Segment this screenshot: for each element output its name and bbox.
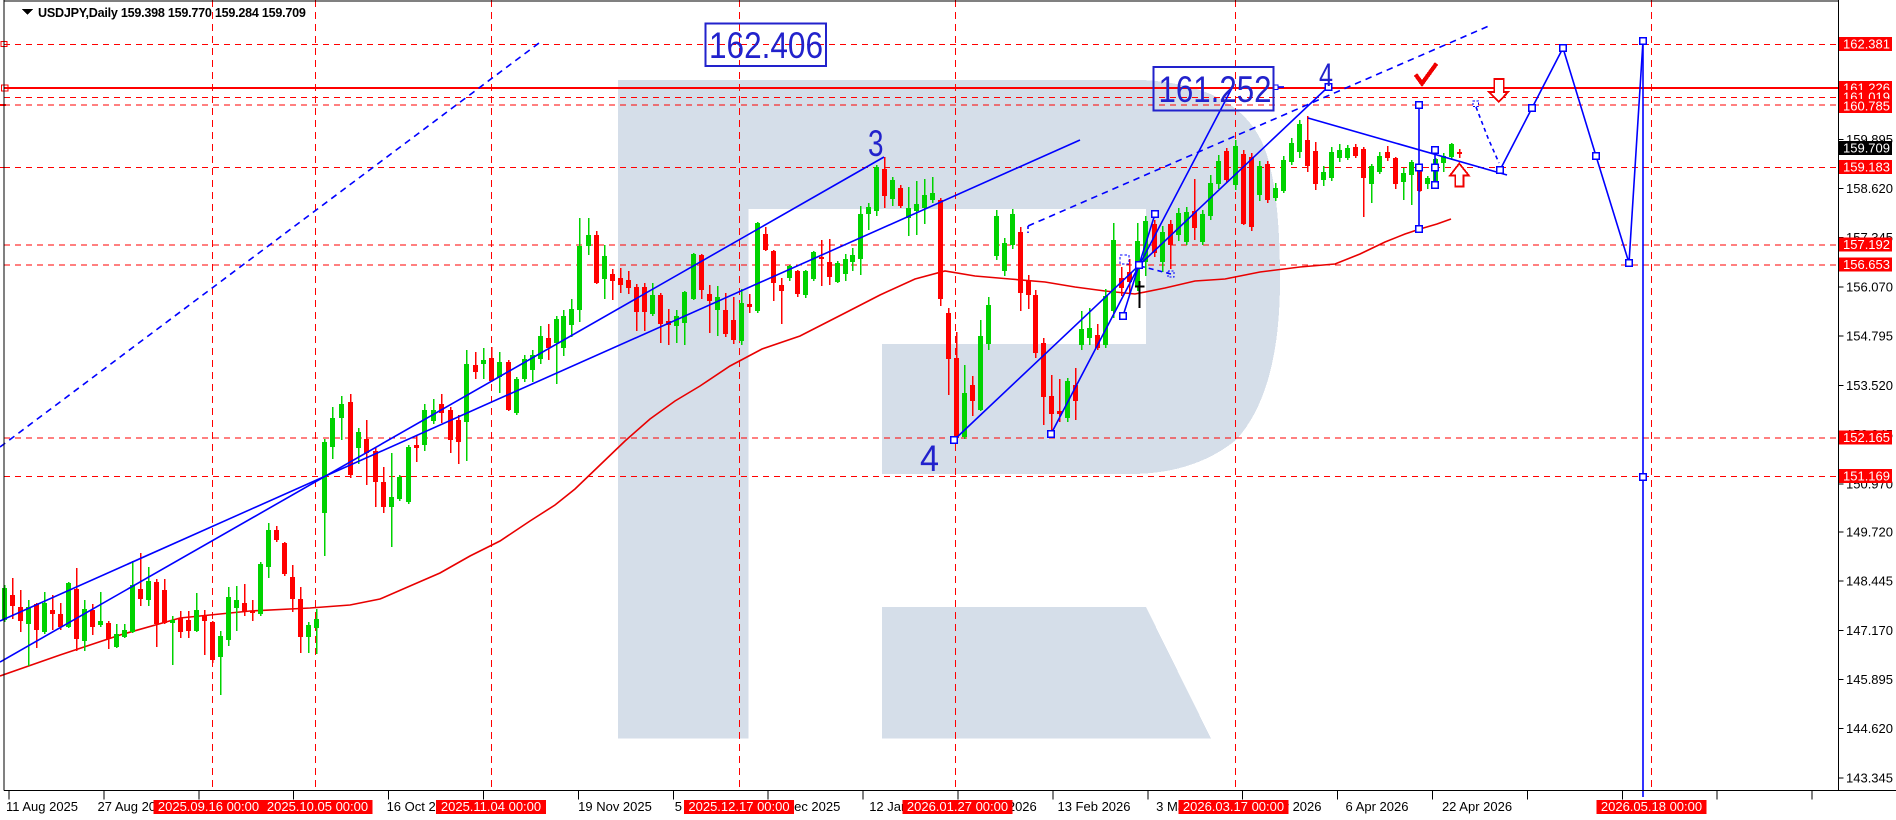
svg-text:6 Apr 2026: 6 Apr 2026 (1346, 799, 1409, 814)
svg-text:4: 4 (920, 438, 939, 479)
svg-text:162.406: 162.406 (709, 25, 823, 66)
svg-text:148.445: 148.445 (1846, 574, 1893, 589)
svg-text:2025.10.05 00:00: 2025.10.05 00:00 (267, 799, 368, 814)
svg-text:3: 3 (868, 123, 884, 164)
svg-text:158.620: 158.620 (1846, 181, 1893, 196)
svg-text:153.520: 153.520 (1846, 378, 1893, 393)
svg-text:2025.11.04 00:00: 2025.11.04 00:00 (441, 799, 541, 814)
svg-text:4: 4 (1319, 57, 1333, 93)
svg-text:162.381: 162.381 (1843, 37, 1890, 52)
svg-text:19 Nov 2025: 19 Nov 2025 (578, 799, 652, 814)
svg-text:152.165: 152.165 (1843, 430, 1890, 445)
svg-text:154.795: 154.795 (1846, 329, 1893, 344)
svg-text:27 Aug 2025: 27 Aug 2025 (97, 799, 170, 814)
svg-text:145.895: 145.895 (1846, 672, 1893, 687)
svg-text:156.653: 156.653 (1843, 257, 1890, 272)
svg-text:143.345: 143.345 (1846, 770, 1893, 785)
svg-text:2026.05.18 00:00: 2026.05.18 00:00 (1601, 799, 1702, 814)
svg-text:2025.09.16 00:00: 2025.09.16 00:00 (158, 799, 259, 814)
svg-text:159.709: 159.709 (1843, 140, 1890, 155)
svg-text:157.192: 157.192 (1843, 237, 1890, 252)
svg-text:2026.03.17 00:00: 2026.03.17 00:00 (1183, 799, 1284, 814)
svg-text:161.252: 161.252 (1159, 69, 1272, 110)
svg-text:22 Apr 2026: 22 Apr 2026 (1442, 799, 1512, 814)
svg-text:13 Feb 2026: 13 Feb 2026 (1057, 799, 1130, 814)
svg-text:160.785: 160.785 (1843, 99, 1890, 114)
svg-text:151.169: 151.169 (1843, 469, 1890, 484)
svg-text:156.070: 156.070 (1846, 279, 1893, 294)
svg-text:2025.12.17 00:00: 2025.12.17 00:00 (688, 799, 789, 814)
svg-text:149.720: 149.720 (1846, 524, 1893, 539)
svg-text:USDJPY,Daily 159.398 159.770: USDJPY,Daily 159.398 159.770 159.284 159… (38, 6, 306, 20)
svg-text:144.620: 144.620 (1846, 721, 1893, 736)
svg-text:159.183: 159.183 (1843, 160, 1890, 175)
svg-text:147.170: 147.170 (1846, 623, 1893, 638)
svg-text:11 Aug 2025: 11 Aug 2025 (6, 799, 78, 814)
svg-text:2026.01.27 00:00: 2026.01.27 00:00 (907, 799, 1008, 814)
